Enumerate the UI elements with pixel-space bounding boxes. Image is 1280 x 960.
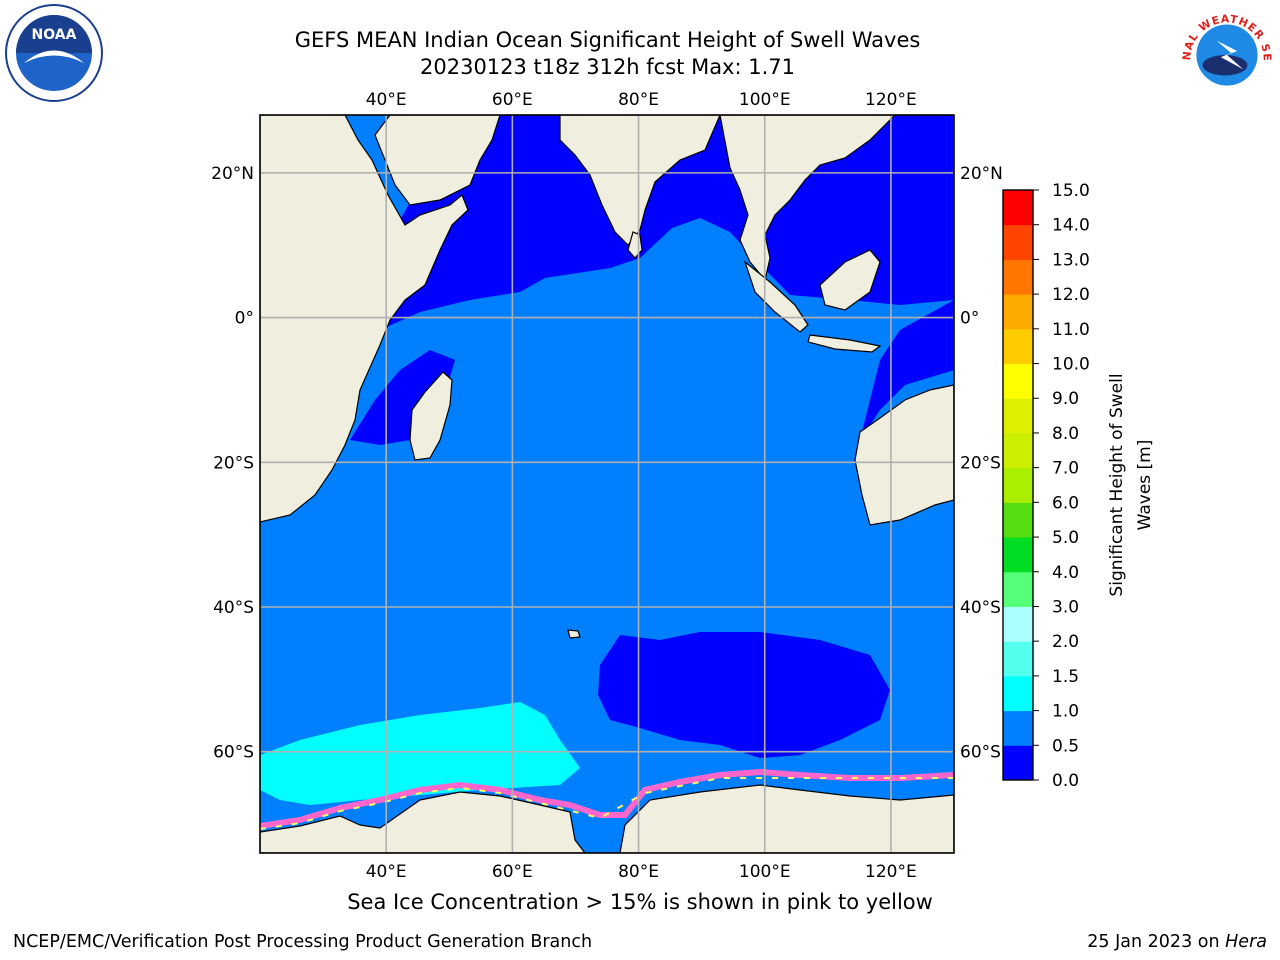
- lon-label-bottom-60: 60°E: [492, 862, 533, 882]
- lat-label-left-20: 20°N: [211, 164, 254, 184]
- noaa-logo: NOAA: [5, 4, 103, 102]
- colorbar-tick-label-3.0: 3.0: [1052, 597, 1079, 617]
- sea-ice-edge: [260, 768, 954, 829]
- map-panel: [260, 115, 954, 853]
- colorbar: 0.0 0.5 1.0 1.5 2.0 3.0 4.0 5.0 6.0 7.0 8.0 9.0 10.0…: [1002, 181, 1090, 791]
- colorbar-tick-label-5.0: 5.0: [1052, 528, 1079, 548]
- ocean-swell-0-0.5-south: [598, 632, 890, 758]
- lon-label-bottom-80: 80°E: [618, 862, 659, 882]
- land: [260, 115, 954, 853]
- colorbar-tick-label-10.0: 10.0: [1052, 355, 1090, 375]
- land-borneo: [819, 249, 881, 311]
- colorbar-tick-label-6.0: 6.0: [1052, 493, 1079, 513]
- footer-credit: NCEP/EMC/Verification Post Processing Pr…: [13, 932, 593, 952]
- sea-ice-edge-yellow: [260, 777, 954, 830]
- colorbar-tick-label-15.0: 15.0: [1052, 181, 1090, 201]
- colorbar-tick-label-9.0: 9.0: [1052, 389, 1079, 409]
- colorbar-tick-label-0.0: 0.0: [1052, 771, 1079, 791]
- colorbar-band-2.0: [1003, 606, 1033, 642]
- lon-label-top-60: 60°E: [492, 90, 533, 110]
- colorbar-band-1.0: [1003, 675, 1033, 712]
- lat-label-left--40: 40°S: [213, 598, 254, 618]
- colorbar-band-0.5: [1003, 710, 1033, 746]
- national-weather-service-logo: NATIONAL WEATHER SERVICE: [1176, 2, 1276, 102]
- colorbar-tick-label-7.0: 7.0: [1052, 459, 1079, 479]
- land-kerguelen: [567, 629, 581, 639]
- lat-label-left-0: 0°: [235, 309, 254, 329]
- ocean-swell-0-0.5-east: [860, 300, 954, 440]
- land-australia: [854, 384, 954, 526]
- colorbar-band-14.0: [1003, 190, 1033, 226]
- colorbar-band-3.0: [1003, 571, 1033, 607]
- colorbar-tick-label-8.0: 8.0: [1052, 424, 1079, 444]
- chart-subtitle: 20230123 t18z 312h fcst Max: 1.71: [420, 55, 795, 79]
- lat-label-right--60: 60°S: [960, 743, 1001, 763]
- colorbar-band-5.0: [1003, 502, 1033, 538]
- colorbar-tick-label-4.0: 4.0: [1052, 563, 1079, 583]
- colorbar-band-12.0: [1003, 259, 1033, 295]
- lon-label-top-40: 40°E: [366, 90, 407, 110]
- colorbar-tick-label-14.0: 14.0: [1052, 216, 1090, 236]
- land-arabia: [374, 115, 501, 206]
- lon-label-top-80: 80°E: [618, 90, 659, 110]
- footer-host: Hera: [1225, 932, 1267, 952]
- lat-label-left--20: 20°S: [213, 453, 254, 473]
- colorbar-band-4.0: [1003, 537, 1033, 573]
- colorbar-tick-label-12.0: 12.0: [1052, 285, 1090, 305]
- lat-label-left--60: 60°S: [213, 743, 254, 763]
- colorbar-tick-label-1.5: 1.5: [1052, 667, 1079, 687]
- chart-title: GEFS MEAN Indian Ocean Significant Heigh…: [294, 28, 921, 52]
- colorbar-band-8.0: [1003, 398, 1033, 434]
- land-antarctica: [260, 784, 954, 853]
- grid-lines: [260, 115, 954, 853]
- sea-ice-caption: Sea Ice Concentration > 15% is shown in …: [347, 890, 933, 914]
- colorbar-band-9.0: [1003, 363, 1033, 399]
- colorbar-label-line2: Waves [m]: [1135, 440, 1155, 531]
- land-sumatra: [743, 260, 809, 333]
- svg-text:NOAA: NOAA: [32, 27, 77, 43]
- colorbar-tick-label-13.0: 13.0: [1052, 250, 1090, 270]
- colorbar-frame: [1002, 189, 1034, 781]
- tick-labels: 40°E 40°E 60°E 60°E 80°E 80°E 100°E 100°E 120°E 1…: [211, 90, 1003, 882]
- land-madagascar: [409, 371, 453, 461]
- colorbar-band-6.0: [1003, 467, 1033, 503]
- footer-date-text: 25 Jan 2023 on: [1087, 932, 1226, 952]
- lat-label-right--40: 40°S: [960, 598, 1001, 618]
- colorbar-tick-label-1.0: 1.0: [1052, 702, 1079, 722]
- colorbar-band-0.0: [1003, 745, 1033, 781]
- land-africa-arabia: [260, 115, 469, 523]
- lon-label-top-120: 120°E: [865, 90, 917, 110]
- colorbar-band-11.0: [1003, 294, 1033, 330]
- colorbar-tick-label-0.5: 0.5: [1052, 736, 1079, 756]
- colorbar-tick-label-11.0: 11.0: [1052, 320, 1090, 340]
- colorbar-band-10.0: [1003, 328, 1033, 365]
- colorbar-band-7.0: [1003, 432, 1033, 469]
- footer-date: 25 Jan 2023 on Hera: [1087, 932, 1267, 952]
- colorbar-tick-label-2.0: 2.0: [1052, 632, 1079, 652]
- lon-label-top-100: 100°E: [739, 90, 791, 110]
- colorbar-band-1.5: [1003, 641, 1033, 677]
- lat-label-right-20: 20°N: [960, 164, 1003, 184]
- lat-label-right-0: 0°: [960, 309, 979, 329]
- ocean-swell-1.0-1.5: [260, 702, 580, 805]
- land-java: [807, 334, 882, 353]
- lon-label-bottom-120: 120°E: [865, 862, 917, 882]
- colorbar-band-13.0: [1003, 224, 1033, 260]
- lon-label-bottom-100: 100°E: [739, 862, 791, 882]
- lon-label-bottom-40: 40°E: [366, 862, 407, 882]
- colorbar-label-line1: Significant Height of Swell: [1107, 373, 1127, 596]
- map-frame: [259, 114, 955, 854]
- lat-label-right--20: 20°S: [960, 453, 1001, 473]
